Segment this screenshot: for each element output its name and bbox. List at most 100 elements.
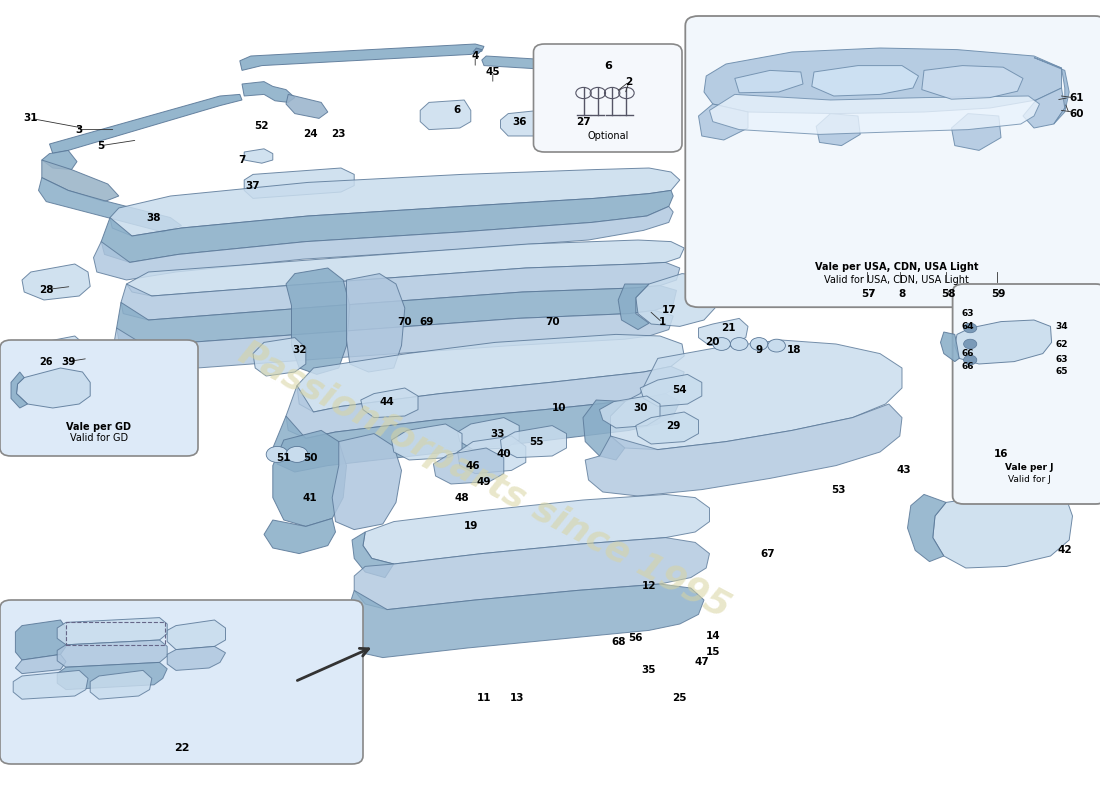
Text: 70: 70 [544, 317, 560, 326]
Text: 8: 8 [899, 290, 905, 299]
Text: 67: 67 [760, 549, 775, 558]
Circle shape [730, 338, 748, 350]
Text: 55: 55 [529, 437, 544, 446]
Polygon shape [31, 372, 82, 394]
Text: 50: 50 [302, 453, 318, 462]
Polygon shape [1034, 58, 1069, 124]
Text: 43: 43 [896, 466, 912, 475]
Text: 37: 37 [245, 181, 261, 190]
Polygon shape [908, 494, 946, 562]
Polygon shape [812, 66, 918, 96]
Polygon shape [482, 56, 631, 74]
Text: 44: 44 [379, 397, 395, 406]
Text: 6: 6 [453, 106, 460, 115]
Text: 51: 51 [276, 453, 292, 462]
Polygon shape [636, 412, 698, 444]
Polygon shape [346, 274, 405, 372]
Text: 52: 52 [254, 122, 270, 131]
Text: 2: 2 [626, 77, 632, 86]
Polygon shape [500, 110, 548, 136]
Polygon shape [90, 670, 152, 699]
Text: 13: 13 [509, 693, 525, 702]
Text: Passionforparts since 1995: Passionforparts since 1995 [233, 335, 735, 625]
Polygon shape [15, 620, 66, 660]
Polygon shape [1023, 88, 1065, 128]
Text: 39: 39 [60, 357, 76, 366]
Text: 54: 54 [672, 386, 688, 395]
Polygon shape [458, 418, 519, 450]
Text: 27: 27 [575, 117, 591, 126]
Polygon shape [50, 94, 242, 154]
Text: Vale per J: Vale per J [1005, 463, 1054, 472]
FancyBboxPatch shape [953, 284, 1100, 504]
Polygon shape [273, 430, 346, 526]
Circle shape [266, 446, 288, 462]
Polygon shape [354, 538, 710, 610]
Polygon shape [244, 149, 273, 163]
Text: 15: 15 [705, 647, 720, 657]
Polygon shape [332, 434, 402, 530]
Text: 16: 16 [993, 450, 1009, 459]
Polygon shape [640, 374, 702, 406]
Polygon shape [704, 48, 1062, 114]
Bar [66, 622, 165, 645]
Polygon shape [244, 168, 354, 198]
Text: 1: 1 [659, 318, 666, 327]
Polygon shape [117, 286, 676, 346]
Text: 17: 17 [661, 306, 676, 315]
Polygon shape [126, 240, 684, 296]
Polygon shape [242, 82, 295, 102]
Text: 20: 20 [705, 338, 720, 347]
Text: 25: 25 [672, 693, 688, 702]
Polygon shape [636, 274, 715, 326]
Text: 70: 70 [397, 317, 412, 326]
Circle shape [964, 339, 977, 349]
FancyBboxPatch shape [534, 44, 682, 152]
Polygon shape [57, 640, 167, 667]
Polygon shape [57, 618, 167, 645]
Polygon shape [22, 264, 90, 300]
Polygon shape [352, 532, 394, 578]
Polygon shape [101, 190, 673, 262]
Text: 14: 14 [705, 631, 720, 641]
Polygon shape [473, 48, 482, 54]
Polygon shape [11, 372, 28, 408]
Polygon shape [585, 404, 902, 496]
Circle shape [750, 338, 768, 350]
Text: 10: 10 [551, 403, 566, 413]
Text: 60: 60 [1069, 109, 1084, 118]
Text: 61: 61 [1069, 93, 1084, 102]
Polygon shape [933, 484, 1072, 568]
Polygon shape [698, 104, 748, 140]
Polygon shape [286, 94, 328, 118]
Text: 42: 42 [1057, 546, 1072, 555]
Text: 6: 6 [604, 62, 612, 71]
Polygon shape [167, 620, 225, 650]
Text: 22: 22 [174, 743, 189, 753]
Polygon shape [264, 518, 336, 554]
Polygon shape [286, 366, 684, 438]
FancyBboxPatch shape [0, 340, 198, 456]
Polygon shape [57, 662, 167, 690]
Text: 48: 48 [454, 493, 470, 502]
Text: 30: 30 [632, 403, 648, 413]
Text: 18: 18 [786, 346, 802, 355]
Polygon shape [952, 114, 1001, 150]
Text: 40: 40 [496, 450, 512, 459]
Text: 69: 69 [419, 317, 435, 326]
Polygon shape [13, 670, 88, 699]
Text: 33: 33 [490, 429, 505, 438]
Text: Optional: Optional [587, 131, 628, 141]
Text: 11: 11 [476, 693, 492, 702]
Polygon shape [710, 94, 1040, 134]
Polygon shape [940, 332, 959, 362]
Polygon shape [94, 206, 673, 280]
Polygon shape [559, 112, 616, 140]
Text: Valid for J: Valid for J [1009, 474, 1050, 483]
Polygon shape [361, 388, 418, 418]
Polygon shape [922, 66, 1023, 99]
Polygon shape [392, 424, 462, 460]
Polygon shape [297, 334, 684, 412]
Text: 26: 26 [40, 357, 53, 366]
Polygon shape [500, 426, 566, 458]
